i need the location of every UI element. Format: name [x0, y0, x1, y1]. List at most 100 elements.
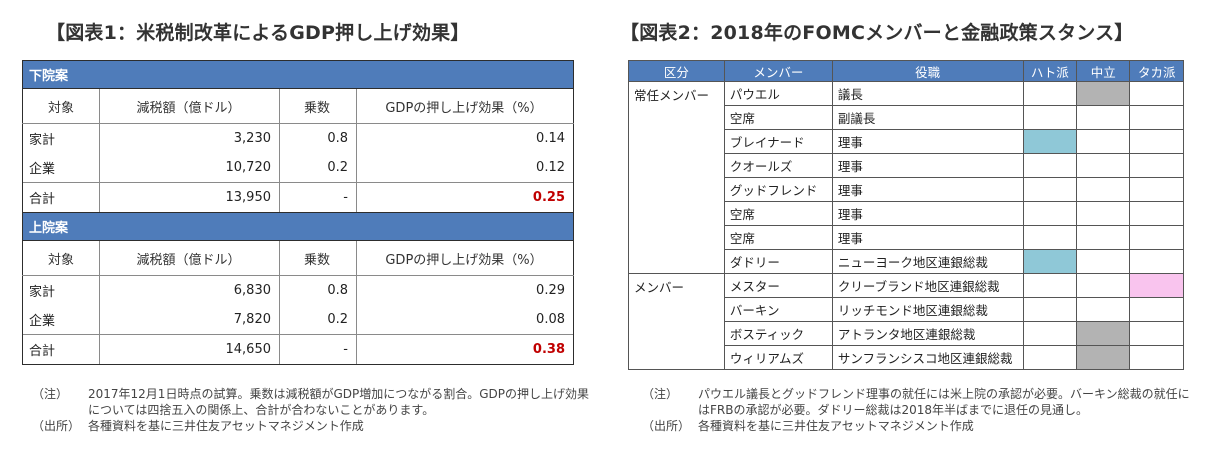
header-effect: GDPの押し上げ効果（%）	[356, 88, 574, 124]
note-label: （注）	[642, 387, 679, 401]
cell-target: 合計	[22, 182, 100, 213]
header-tax-cut: 減税額（億ドル）	[99, 88, 280, 124]
cell-stance-dove	[1022, 153, 1078, 178]
header-role: 役職	[831, 60, 1024, 82]
cell-tax-cut: 14,650	[99, 334, 280, 365]
table-row: 空席 副議長	[629, 105, 1184, 130]
cell-effect: 0.08	[356, 305, 574, 335]
table-row: 家計 3,230 0.8 0.14	[22, 123, 574, 153]
table1-notes: （注） 2017年12月1日時点の試算。乗数は減税額がGDP増加につながる割合。…	[26, 386, 596, 434]
cell-stance-hawk	[1129, 345, 1184, 370]
note-text: 2017年12月1日時点の試算。乗数は減税額がGDP増加につながる割合。GDPの…	[88, 387, 589, 417]
cell-role: 理事	[831, 177, 1024, 202]
table-row: ボスティック アトランタ地区連銀総裁	[629, 321, 1184, 346]
cell-member: 空席	[723, 225, 833, 250]
cell-category: メンバー	[628, 273, 725, 370]
note-text: パウエル議長とグッドフレンド理事の就任には米上院の承認が必要。バーキン総裁の就任…	[698, 387, 1190, 417]
cell-stance-neutral	[1075, 129, 1131, 154]
cell-role: サンフランシスコ地区連銀総裁	[831, 345, 1024, 370]
stance-marker-dove	[1022, 249, 1078, 274]
cell-stance-dove	[1022, 321, 1078, 346]
table-row: 企業 7,820 0.2 0.08	[22, 305, 574, 335]
cell-stance-dove	[1022, 225, 1078, 250]
cell-multiplier: -	[279, 334, 357, 365]
gdp-effect-table: 下院案 対象 減税額（億ドル） 乗数 GDPの押し上げ効果（%） 家計 3,23…	[22, 60, 574, 365]
cell-stance-hawk	[1129, 201, 1184, 226]
cell-member: クオールズ	[723, 153, 833, 178]
source-label: （出所）	[642, 419, 691, 433]
cell-effect-total: 0.38	[356, 334, 574, 365]
cell-tax-cut: 13,950	[99, 182, 280, 213]
cell-multiplier: 0.8	[279, 123, 357, 153]
header-tax-cut: 減税額（億ドル）	[99, 240, 280, 276]
cell-stance-dove	[1022, 105, 1078, 130]
cell-stance-dove	[1022, 177, 1078, 202]
stance-marker-neutral	[1075, 321, 1131, 346]
stance-marker-hawk	[1129, 273, 1184, 298]
cell-member: バーキン	[723, 297, 833, 322]
cell-tax-cut: 3,230	[99, 123, 280, 153]
section-label: 上院案	[22, 212, 574, 241]
cell-multiplier: -	[279, 182, 357, 213]
source-label: （出所）	[32, 419, 81, 433]
cell-role: クリーブランド地区連銀総裁	[831, 273, 1024, 298]
cell-member: グッドフレンド	[723, 177, 833, 202]
cell-stance-neutral	[1075, 177, 1131, 202]
cell-member: 空席	[723, 201, 833, 226]
cell-multiplier: 0.2	[279, 305, 357, 335]
section-band-senate: 上院案	[22, 212, 574, 241]
cell-stance-dove	[1022, 273, 1078, 298]
cell-effect-total: 0.25	[356, 182, 574, 213]
table2-notes: （注） パウエル議長とグッドフレンド理事の就任には米上院の承認が必要。バーキン総…	[636, 386, 1196, 434]
cell-stance-neutral	[1075, 297, 1131, 322]
stance-marker-neutral	[1075, 81, 1131, 106]
header-dove: ハト派	[1022, 60, 1078, 82]
table-row: バーキン リッチモンド地区連銀総裁	[629, 297, 1184, 322]
cell-member: ボスティック	[723, 321, 833, 346]
cell-multiplier: 0.8	[279, 275, 357, 305]
table1-header-row: 対象 減税額（億ドル） 乗数 GDPの押し上げ効果（%）	[22, 88, 574, 124]
cell-stance-hawk	[1129, 177, 1184, 202]
source-row: （出所） 各種資料を基に三井住友アセットマネジメント作成	[636, 418, 1196, 434]
cell-multiplier: 0.2	[279, 153, 357, 183]
table1-header-row: 対象 減税額（億ドル） 乗数 GDPの押し上げ効果（%）	[22, 240, 574, 276]
cell-stance-dove	[1022, 201, 1078, 226]
cell-role: アトランタ地区連銀総裁	[831, 321, 1024, 346]
cell-role: 理事	[831, 201, 1024, 226]
cell-stance-dove	[1022, 297, 1078, 322]
cell-stance-hawk	[1129, 153, 1184, 178]
table-row: グッドフレンド 理事	[629, 177, 1184, 202]
cell-stance-hawk	[1129, 225, 1184, 250]
header-target: 対象	[22, 88, 100, 124]
cell-member: ダドリー	[723, 249, 833, 274]
cell-stance-hawk	[1129, 105, 1184, 130]
fomc-members-table: 区分 メンバー 役職 ハト派 中立 タカ派 常任メンバー パウエル 議長 空席 副議長ブ…	[628, 60, 1184, 370]
table-row: 常任メンバー パウエル 議長	[628, 81, 1184, 274]
cell-tax-cut: 6,830	[99, 275, 280, 305]
cell-target: 家計	[22, 123, 100, 153]
table2-header-row: 区分 メンバー 役職 ハト派 中立 タカ派	[628, 60, 1184, 82]
cell-role: 理事	[831, 225, 1024, 250]
cell-role: 議長	[831, 81, 1024, 106]
table-total-row: 合計 13,950 - 0.25	[22, 182, 574, 213]
header-category: 区分	[628, 60, 725, 82]
section-label: 下院案	[22, 60, 574, 89]
source-text: 各種資料を基に三井住友アセットマネジメント作成	[698, 419, 974, 433]
cell-stance-hawk	[1129, 321, 1184, 346]
cell-effect: 0.14	[356, 123, 574, 153]
table-row: ブレイナード 理事	[629, 129, 1184, 154]
header-multiplier: 乗数	[279, 88, 357, 124]
table-total-row: 合計 14,650 - 0.38	[22, 334, 574, 365]
cell-target: 家計	[22, 275, 100, 305]
cell-target: 企業	[22, 305, 100, 335]
table2-title: 【図表2：2018年のFOMCメンバーと金融政策スタンス】	[620, 22, 1134, 44]
cell-role: 副議長	[831, 105, 1024, 130]
cell-stance-hawk	[1129, 129, 1184, 154]
note-label: （注）	[32, 387, 69, 401]
table-row: 空席 理事	[629, 201, 1184, 226]
fomc-table-body: 常任メンバー パウエル 議長 空席 副議長 ブレイナード 理事 クオールズ 理事 グッドフレンド理…	[628, 81, 1184, 370]
cell-role: リッチモンド地区連銀総裁	[831, 297, 1024, 322]
cell-category: 常任メンバー	[628, 81, 725, 274]
cell-stance-neutral	[1075, 225, 1131, 250]
cell-role: ニューヨーク地区連銀総裁	[831, 249, 1024, 274]
